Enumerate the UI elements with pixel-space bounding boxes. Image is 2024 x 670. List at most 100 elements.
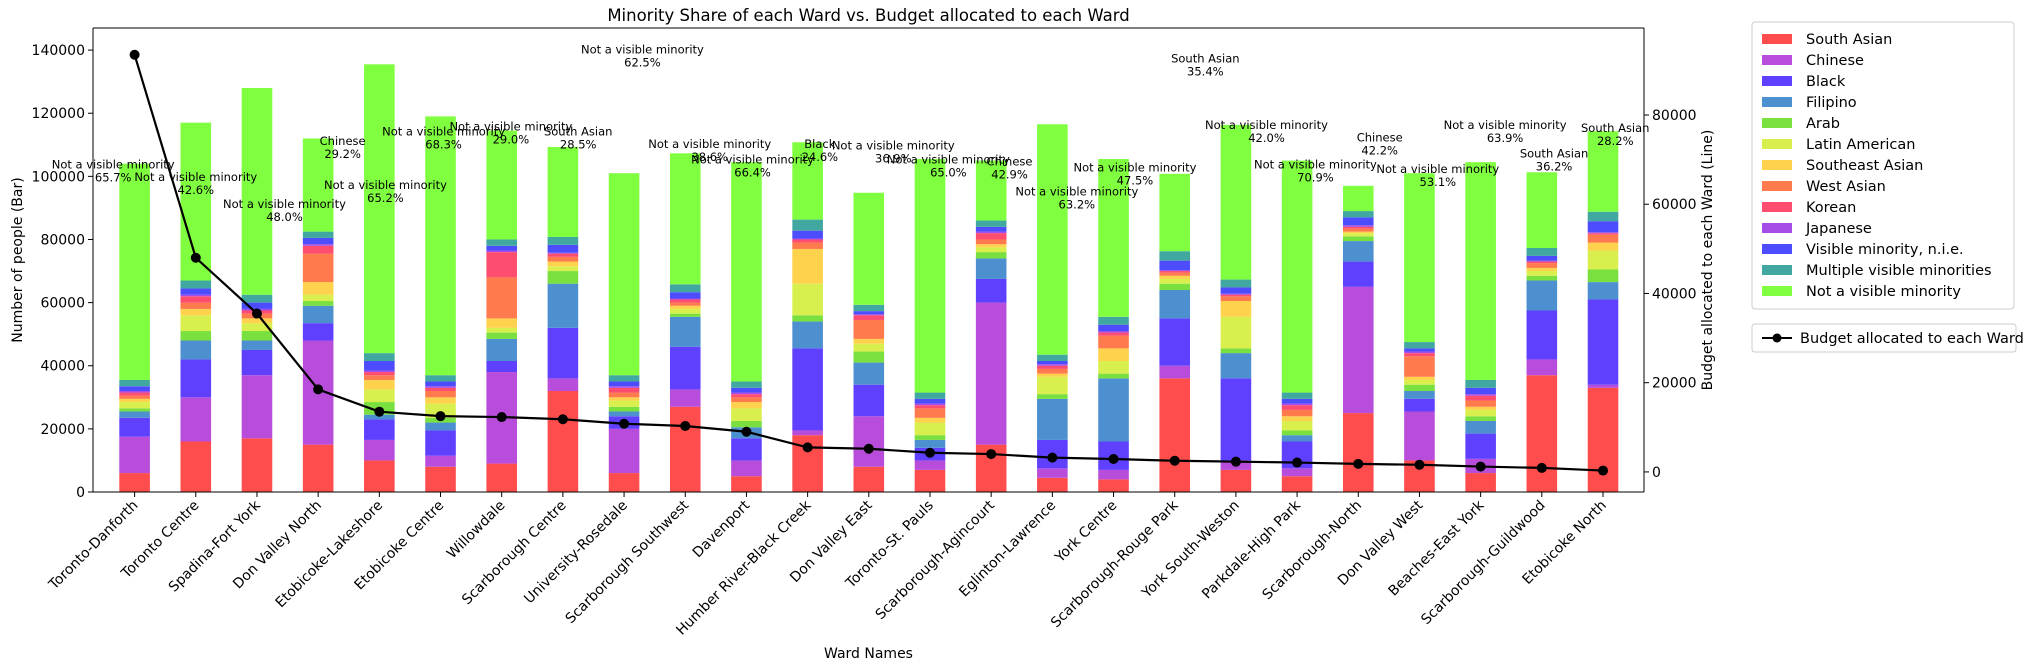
bar-segment <box>792 242 823 249</box>
bar-segment <box>486 277 518 319</box>
annotation-value: 42.9% <box>991 167 1028 181</box>
bar-segment <box>1342 226 1374 229</box>
bar-segment <box>1404 376 1435 380</box>
bar-segment <box>119 398 150 403</box>
bar-segment <box>1587 232 1619 234</box>
annotation-label: Not a visible minority <box>1205 118 1328 132</box>
x-tick-label: Davenport <box>690 497 754 561</box>
annotation-value: 70.9% <box>1297 170 1334 184</box>
bar-segment <box>1465 395 1496 401</box>
bar-segment <box>1526 260 1558 262</box>
bar-segment <box>731 408 762 421</box>
legend-label: Latin American <box>1806 137 1915 153</box>
bar-segment <box>608 375 640 382</box>
bar-segment <box>1342 185 1374 212</box>
bar-segment <box>241 323 273 332</box>
bar-segment <box>975 258 1007 279</box>
bar-segment <box>1342 228 1374 232</box>
annotation-label: Not a visible minority <box>449 120 572 134</box>
bar-segment <box>1404 342 1435 349</box>
bar-segment <box>486 332 518 339</box>
bar-segment <box>302 301 334 306</box>
bar-segment <box>1098 361 1129 374</box>
x-tick-label: Scarborough Southwest <box>563 497 693 627</box>
bar-segment <box>425 466 456 492</box>
bar-segment <box>486 318 518 328</box>
bar-segment <box>1159 378 1191 492</box>
annotation-label: South Asian <box>1581 121 1649 135</box>
bar-segment <box>1220 287 1252 294</box>
bar-segment <box>364 460 395 492</box>
budget-point <box>802 442 813 453</box>
budget-point <box>190 252 201 263</box>
bar-segment <box>853 314 885 316</box>
bar-segment <box>1098 316 1129 325</box>
bar-segment <box>731 476 762 492</box>
annotation-value: 65.2% <box>367 191 404 205</box>
bar-segment <box>547 252 579 254</box>
line-legend-marker <box>1772 333 1782 343</box>
bar-segment <box>1465 400 1496 407</box>
bar-segment <box>180 397 212 442</box>
bar-segment <box>1526 172 1558 249</box>
legend-swatch <box>1762 97 1792 107</box>
annotation-label: Not a visible minority <box>1074 161 1197 175</box>
bar-segment <box>547 146 579 237</box>
bar-segment <box>975 226 1007 232</box>
y-tick-label: 80000 <box>40 232 85 248</box>
bar-segment <box>119 408 150 412</box>
budget-point <box>1353 458 1364 469</box>
bar-segment <box>1587 384 1619 388</box>
bar-segment <box>364 361 395 371</box>
y-tick-label: 60000 <box>40 296 85 312</box>
bar-segment <box>486 327 518 333</box>
bar-segment <box>1281 468 1313 477</box>
bar-segment <box>302 444 334 492</box>
annotation-label: Chinese <box>1357 131 1403 145</box>
bar-segment <box>914 460 946 470</box>
bar-segment <box>1404 348 1435 352</box>
bar-segment <box>1404 356 1435 377</box>
bar-segment <box>1037 124 1068 355</box>
bar-segment <box>1037 368 1068 374</box>
x-tick-label: University-Rosedale <box>521 498 631 608</box>
bar-segment <box>853 384 885 417</box>
bar-segment <box>1220 353 1252 379</box>
bar-segment <box>180 441 212 492</box>
bar-segment <box>425 375 456 382</box>
annotation-value: 35.4% <box>1187 65 1224 79</box>
annotation-label: Not a visible minority <box>691 153 814 167</box>
y-tick-label: 120000 <box>32 106 85 122</box>
budget-point <box>496 412 507 423</box>
bar-segment <box>1098 469 1129 480</box>
bar-segment <box>302 253 334 283</box>
bar-segment <box>1220 294 1252 297</box>
legend-swatch <box>1762 244 1792 254</box>
annotation-label: Not a visible minority <box>1254 157 1377 171</box>
annotation-label: South Asian <box>544 124 612 138</box>
bar-segment <box>1526 248 1558 256</box>
bar-segment <box>302 237 334 245</box>
x-tick-label: Willowdale <box>444 498 508 562</box>
legend-label: Japanese <box>1805 221 1872 237</box>
budget-point <box>1414 459 1425 470</box>
bar-segment <box>1587 242 1619 251</box>
bar-segment <box>241 331 273 341</box>
x-tick-label: Scarborough-Guildwood <box>1418 498 1548 628</box>
bar-segment <box>119 411 150 418</box>
budget-point <box>619 418 630 429</box>
bar-segment <box>669 153 701 285</box>
bar-segment <box>853 311 885 315</box>
bar-segment <box>792 142 823 220</box>
bar-segment <box>669 298 701 300</box>
bar-segment <box>364 375 395 380</box>
legend-swatch <box>1762 139 1792 149</box>
annotation-value: 29.2% <box>324 147 361 161</box>
annotation-label: Not a visible minority <box>52 157 175 171</box>
x-tick-label: Etobicoke-Lakeshore <box>273 498 387 612</box>
annotation-value: 38.6% <box>691 150 728 164</box>
bar-segment <box>731 162 762 382</box>
bar-segment <box>1159 365 1191 379</box>
legend-swatch <box>1762 223 1792 233</box>
